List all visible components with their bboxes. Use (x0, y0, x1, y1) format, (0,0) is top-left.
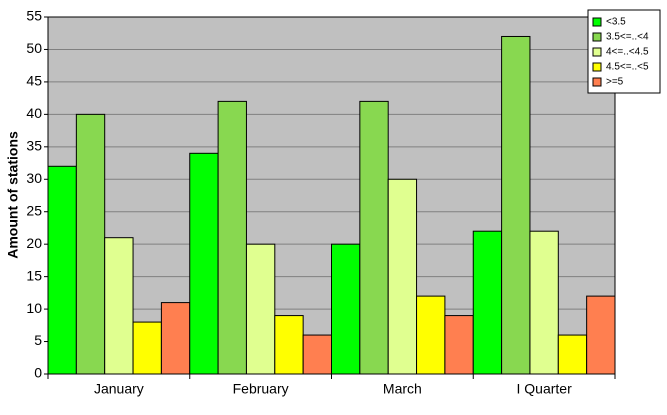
plot-border (47, 16, 616, 375)
bar (217, 100, 247, 375)
y-tick-label: 25 (26, 202, 42, 218)
legend-swatch (592, 47, 602, 57)
bar (586, 295, 616, 375)
legend: <3.5 3.5<=..<4 4<=..<4.5 4.5<=..<5 >=5 (587, 9, 661, 94)
bar (302, 334, 332, 375)
y-tick-label: 5 (34, 332, 42, 348)
bar (557, 334, 588, 375)
y-tick-label: 55 (26, 8, 42, 24)
bar (104, 237, 134, 375)
y-tick-label: 0 (34, 365, 42, 381)
bar (274, 315, 304, 375)
y-tick-label: 30 (26, 170, 42, 186)
y-tick-label: 50 (26, 40, 42, 56)
x-tick-label: March (383, 381, 422, 397)
y-tick-label: 40 (26, 105, 42, 121)
legend-label: 3.5<=..<4 (606, 32, 649, 43)
bar (472, 230, 503, 375)
legend-label: <3.5 (606, 17, 626, 28)
y-axis-label: Amount of stations (5, 131, 21, 259)
legend-swatch (592, 17, 602, 27)
bar (529, 230, 559, 375)
bar (331, 243, 361, 375)
bar (359, 100, 389, 375)
y-tick-label: 20 (26, 235, 42, 251)
bar (245, 243, 276, 375)
bar (47, 165, 77, 375)
bar (387, 178, 418, 375)
legend-label: 4<=..<4.5 (606, 47, 649, 58)
x-tick-label: February (233, 381, 289, 397)
bar (189, 152, 219, 375)
legend-swatch (592, 77, 602, 87)
x-tick-label: I Quarter (517, 381, 573, 397)
bar (416, 295, 446, 375)
bar (160, 302, 191, 375)
y-tick-label: 35 (26, 138, 42, 154)
legend-label: 4.5<=..<5 (606, 62, 649, 73)
y-tick-label: 45 (26, 73, 42, 89)
x-tick-label: January (94, 381, 144, 397)
legend-swatch (592, 32, 602, 42)
bar (75, 113, 106, 375)
y-tick-label: 15 (26, 267, 42, 283)
legend-label: >=5 (606, 77, 624, 88)
legend-swatch (592, 62, 602, 72)
bar (444, 315, 474, 375)
bar (501, 35, 531, 375)
y-tick-label: 10 (26, 300, 42, 316)
bar (132, 321, 162, 375)
